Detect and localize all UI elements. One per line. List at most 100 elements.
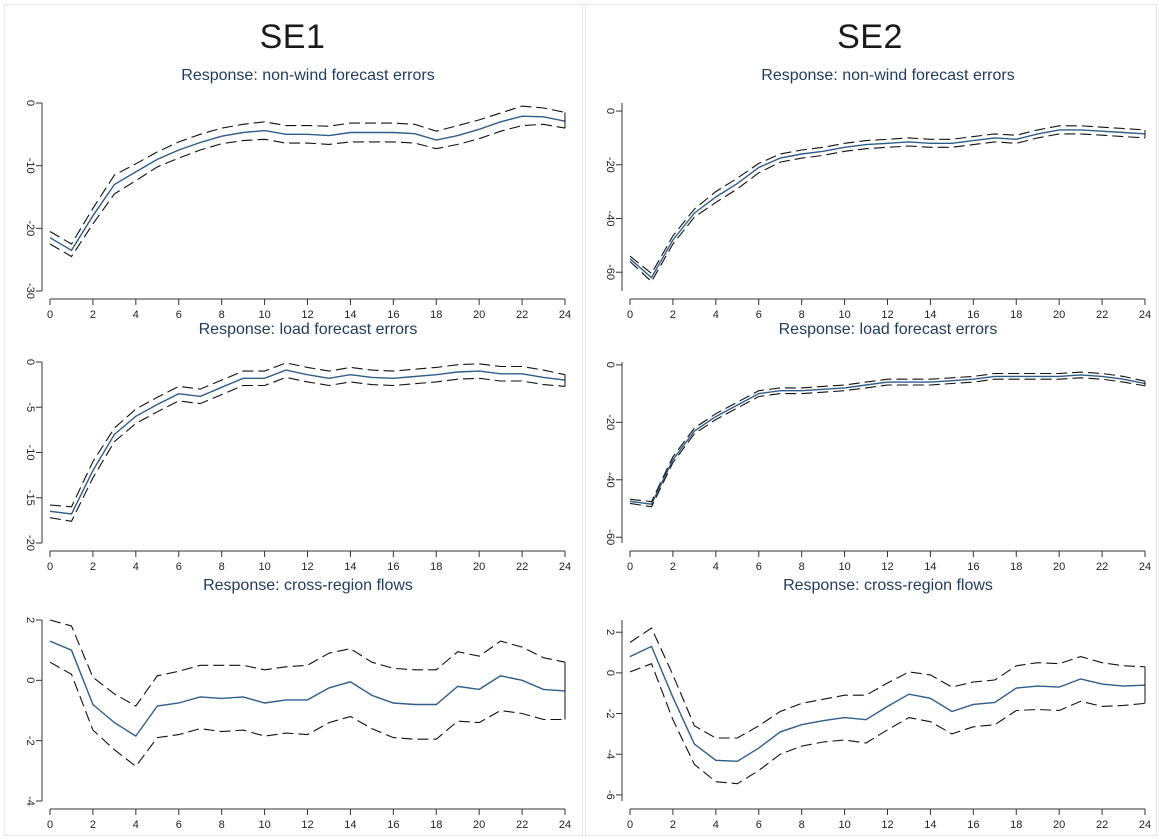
x-tick-label: 2 xyxy=(90,561,96,573)
lower-ci-line xyxy=(49,123,566,258)
lower-ci-line xyxy=(629,377,1146,508)
x-tick-label: 10 xyxy=(838,561,850,573)
x-tick-label: 18 xyxy=(430,819,442,831)
y-tick-label: -20 xyxy=(604,157,616,173)
irf-line xyxy=(49,115,566,252)
y-tick-label: -15 xyxy=(24,490,36,506)
x-tick-label: 18 xyxy=(1010,819,1022,831)
x-tick-label: 8 xyxy=(219,561,225,573)
x-tick-label: 2 xyxy=(90,819,96,831)
y-tick-label: -5 xyxy=(24,402,36,412)
x-tick-label: 4 xyxy=(713,309,719,321)
x-tick-label: 0 xyxy=(627,819,633,831)
x-tick-label: 6 xyxy=(176,819,182,831)
x-tick-label: 16 xyxy=(967,819,979,831)
y-tick-label: -30 xyxy=(24,283,36,299)
irf-line xyxy=(629,645,1146,763)
irf-line xyxy=(629,129,1146,279)
y-tick-label: 0 xyxy=(604,108,616,114)
x-tick-label: 12 xyxy=(301,819,313,831)
x-tick-label: 12 xyxy=(881,819,893,831)
y-tick-label: -6 xyxy=(604,790,616,800)
x-tick-label: 22 xyxy=(1096,309,1108,321)
x-tick-label: 14 xyxy=(924,561,936,573)
chart-panel-se2-row2: Response: load forecast errors 0 -20 -40 -60… xyxy=(604,321,1151,573)
x-tick-label: 22 xyxy=(1096,561,1108,573)
x-tick-label: 20 xyxy=(1053,309,1065,321)
x-tick-label: 22 xyxy=(516,309,528,321)
x-tick-label: 4 xyxy=(133,561,139,573)
chart-title: Response: cross-region flows xyxy=(203,577,413,594)
x-tick-label: 8 xyxy=(799,309,805,321)
x-tick-label: 10 xyxy=(838,819,850,831)
chart-panel-se1-row2: Response: load forecast errors 0 -5 -10 -15 -… xyxy=(24,321,571,573)
y-tick-label: -10 xyxy=(24,445,36,461)
lower-ci-line xyxy=(49,661,565,768)
y-tick-label: -4 xyxy=(604,749,616,759)
x-tick-label: 18 xyxy=(1010,561,1022,573)
upper-ci-line xyxy=(629,371,1146,503)
x-tick-label: 22 xyxy=(1096,819,1108,831)
x-tick-label: 6 xyxy=(176,309,182,321)
x-tick-label: 10 xyxy=(258,819,270,831)
x-tick-label: 14 xyxy=(924,309,936,321)
x-tick-label: 10 xyxy=(258,309,270,321)
upper-ci-line xyxy=(49,105,566,245)
x-tick-label: 14 xyxy=(344,819,356,831)
y-tick-label: 0 xyxy=(24,677,36,683)
x-tick-label: 18 xyxy=(1010,309,1022,321)
y-tick-label: -4 xyxy=(24,796,36,806)
x-tick-label: 20 xyxy=(473,561,485,573)
x-tick-label: 16 xyxy=(967,309,979,321)
y-tick-label: 2 xyxy=(24,617,36,623)
upper-ci-line xyxy=(629,627,1146,739)
x-tick-label: 24 xyxy=(1139,561,1151,573)
irf-line xyxy=(49,369,566,515)
x-tick-label: 16 xyxy=(387,309,399,321)
x-tick-label: 2 xyxy=(670,561,676,573)
x-tick-label: 20 xyxy=(1053,819,1065,831)
x-tick-label: 20 xyxy=(1053,561,1065,573)
x-tick-label: 8 xyxy=(799,561,805,573)
x-tick-label: 10 xyxy=(838,309,850,321)
lower-ci-line xyxy=(629,133,1146,283)
x-tick-label: 22 xyxy=(516,819,528,831)
x-tick-label: 12 xyxy=(301,561,313,573)
x-tick-label: 4 xyxy=(713,561,719,573)
x-tick-label: 8 xyxy=(799,819,805,831)
y-tick-label: -2 xyxy=(24,736,36,746)
chart-title: Response: load forecast errors xyxy=(779,321,998,338)
upper-ci-line xyxy=(629,125,1146,275)
x-tick-label: 0 xyxy=(47,309,53,321)
x-tick-label: 20 xyxy=(473,819,485,831)
x-tick-label: 14 xyxy=(924,819,936,831)
x-tick-label: 16 xyxy=(387,561,399,573)
x-tick-label: 12 xyxy=(301,309,313,321)
column-title-se2: SE2 xyxy=(837,18,903,56)
x-tick-label: 4 xyxy=(133,309,139,321)
chart-title: Response: load forecast errors xyxy=(199,321,418,338)
upper-ci-line xyxy=(49,619,566,707)
y-tick-label: 0 xyxy=(24,100,36,106)
x-tick-label: 4 xyxy=(133,819,139,831)
x-tick-label: 14 xyxy=(344,309,356,321)
chart-title: Response: cross-region flows xyxy=(783,577,993,594)
x-tick-label: 0 xyxy=(47,819,53,831)
x-tick-label: 8 xyxy=(219,309,225,321)
lower-ci-line xyxy=(49,376,566,522)
chart-panel-se2-row1: Response: non-wind forecast errors 0 -20 -4… xyxy=(604,67,1151,321)
x-tick-label: 18 xyxy=(430,561,442,573)
x-tick-label: 6 xyxy=(756,819,762,831)
x-tick-label: 16 xyxy=(387,819,399,831)
x-tick-label: 24 xyxy=(559,561,571,573)
x-tick-label: 24 xyxy=(1139,309,1151,321)
x-tick-label: 12 xyxy=(881,561,893,573)
upper-ci-line xyxy=(49,362,566,508)
x-tick-label: 10 xyxy=(258,561,270,573)
y-tick-label: -2 xyxy=(604,709,616,719)
y-tick-label: 0 xyxy=(604,362,616,368)
x-tick-label: 12 xyxy=(881,309,893,321)
x-tick-label: 2 xyxy=(670,309,676,321)
